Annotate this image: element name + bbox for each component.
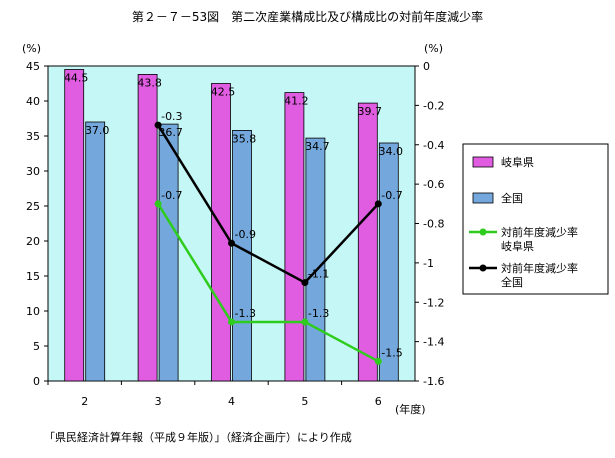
right-axis-tick-label: -1 xyxy=(423,257,434,270)
line-point xyxy=(154,121,162,129)
line-point xyxy=(301,279,309,287)
right-axis-tick-label: -1.4 xyxy=(423,336,444,349)
series-line xyxy=(157,124,380,285)
line-point xyxy=(374,200,382,208)
left-axis-tick-label: 10 xyxy=(26,305,40,318)
left-axis-tick-label: 40 xyxy=(26,95,40,108)
x-axis-tick-label: 6 xyxy=(375,395,382,408)
left-axis-tick-label: 25 xyxy=(26,200,40,213)
right-axis-tick-label: -1.6 xyxy=(423,375,444,388)
line-data-label: -1.5 xyxy=(381,346,402,359)
line-data-label: -0.7 xyxy=(381,189,402,202)
bar-data-label: 34.0 xyxy=(379,145,404,158)
line-data-label: -1.3 xyxy=(235,307,256,320)
bar xyxy=(137,74,158,382)
bar xyxy=(211,83,231,382)
legend-swatch xyxy=(472,192,494,204)
right-axis-tick-label: 0 xyxy=(423,60,430,73)
bar xyxy=(85,121,106,382)
line-data-label: -0.7 xyxy=(161,189,182,202)
bar xyxy=(305,137,326,382)
line-data-label: -0.3 xyxy=(161,110,182,123)
line-point xyxy=(374,357,382,365)
bar-data-label: 37.0 xyxy=(85,124,110,137)
bar xyxy=(284,92,305,382)
bar xyxy=(378,142,399,382)
right-axis-tick-label: -0.6 xyxy=(423,178,444,191)
legend-marker xyxy=(479,228,487,236)
legend-label: 全国 xyxy=(501,275,523,289)
x-axis-tick-label: 4 xyxy=(228,395,235,408)
x-axis-tick-label: 2 xyxy=(81,395,88,408)
legend-swatch xyxy=(472,156,494,168)
line-point xyxy=(154,200,162,208)
line-point xyxy=(301,318,309,326)
legend-label: 岐阜県 xyxy=(501,156,534,169)
bar-data-label: 41.2 xyxy=(284,95,309,108)
right-axis-tick-label: -0.4 xyxy=(423,139,444,152)
series-line xyxy=(157,203,379,363)
right-axis-tick-label: -0.8 xyxy=(423,218,444,231)
left-axis-tick-label: 30 xyxy=(26,165,40,178)
left-axis-unit: (%) xyxy=(22,42,41,55)
x-axis-tick-label: 3 xyxy=(155,395,162,408)
x-axis-unit: (年度) xyxy=(395,402,426,416)
legend-marker xyxy=(479,264,487,272)
source-note: 「県民経済計算年報（平成９年版）」（経済企画庁）により作成 xyxy=(44,431,352,444)
line-point xyxy=(228,239,235,247)
line-data-label: -1.3 xyxy=(308,307,329,320)
legend-label: 岐阜県 xyxy=(501,240,534,253)
legend-label: 対前年度減少率 xyxy=(501,261,578,275)
left-axis-tick-label: 20 xyxy=(26,235,40,248)
left-axis-tick-label: 45 xyxy=(26,60,40,73)
bar-data-label: 34.7 xyxy=(305,140,330,153)
bar-data-label: 43.8 xyxy=(137,76,162,89)
right-axis-tick-label: -0.2 xyxy=(423,99,444,112)
bar xyxy=(64,69,85,382)
legend-label: 対前年度減少率 xyxy=(501,225,578,239)
left-axis-tick-label: 0 xyxy=(33,375,40,388)
chart-title: 第２－７－53図 第二次産業構成比及び構成比の対前年度減少率 xyxy=(131,10,484,24)
x-axis-tick-label: 5 xyxy=(301,395,308,408)
bar-data-label: 42.5 xyxy=(211,86,236,99)
left-axis-tick-label: 35 xyxy=(26,130,40,143)
line-point xyxy=(228,318,235,326)
left-axis-tick-label: 15 xyxy=(26,270,40,283)
bar xyxy=(357,102,378,382)
bar xyxy=(158,123,179,382)
bar xyxy=(232,129,252,382)
left-axis-tick-label: 5 xyxy=(33,340,40,353)
bar-data-label: 39.7 xyxy=(358,105,383,118)
bar-data-label: 44.5 xyxy=(64,72,89,85)
line-data-label: -1.1 xyxy=(308,268,329,281)
right-axis-unit: (%) xyxy=(424,42,443,55)
line-data-label: -0.9 xyxy=(235,228,256,241)
bar-data-label: 35.8 xyxy=(232,132,257,145)
legend-label: 全国 xyxy=(501,191,523,205)
right-axis-tick-label: -1.2 xyxy=(423,296,444,309)
